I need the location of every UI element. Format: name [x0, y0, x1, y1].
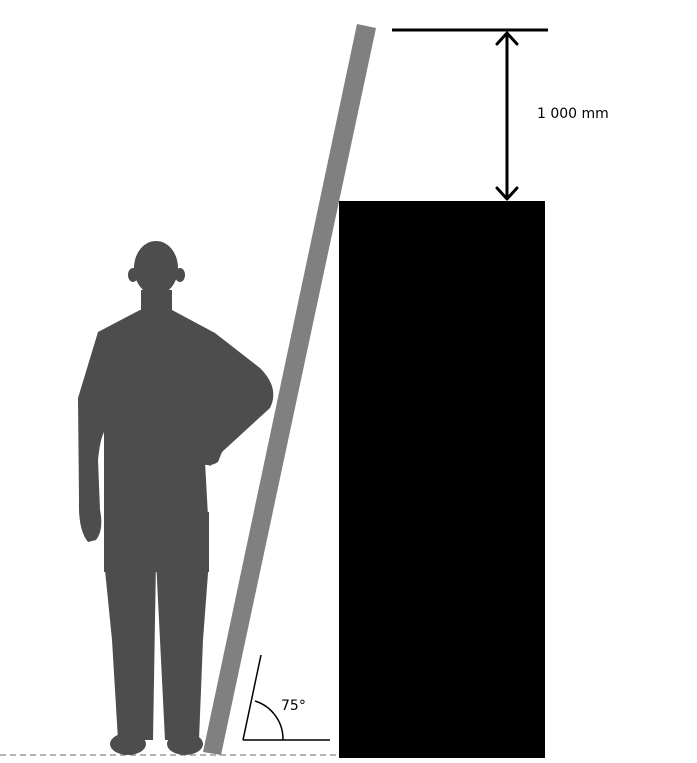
dimension-label: 1 000 mm: [537, 106, 609, 122]
angle-label: 75°: [281, 698, 306, 714]
ladder: [203, 24, 376, 755]
person-silhouette: [78, 241, 274, 755]
angle-indicator: [242, 654, 330, 741]
wall-block: [339, 201, 545, 758]
dimension-arrow: [495, 31, 519, 201]
